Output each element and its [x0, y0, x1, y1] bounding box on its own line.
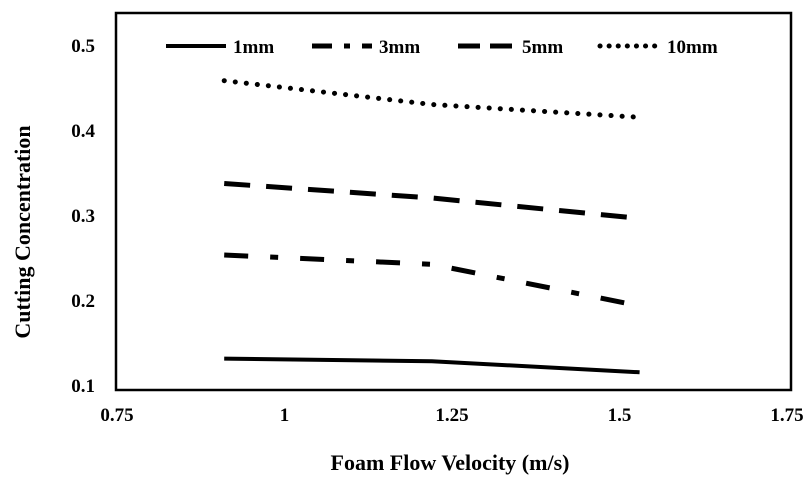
plot-frame: [114, 11, 793, 392]
legend-label-10mm: 10mm: [667, 37, 718, 58]
x-tick-label: 1.25: [435, 405, 468, 426]
y-tick-label: 0.4: [71, 121, 95, 142]
y-tick-label: 0.5: [71, 36, 95, 57]
y-axis-label: Cutting Concentration: [10, 125, 35, 338]
x-axis-label: Foam Flow Velocity (m/s): [331, 450, 570, 475]
y-tick-label: 0.1: [71, 376, 95, 397]
legend: 1mm 3mm 5mm 10mm: [166, 37, 718, 58]
x-tick-label: 0.75: [100, 405, 133, 426]
y-tick-labels: 0.1 0.2 0.3 0.4 0.5: [71, 36, 95, 397]
y-tick-label: 0.3: [71, 206, 95, 227]
y-tick-label: 0.2: [71, 291, 95, 312]
legend-label-1mm: 1mm: [233, 37, 274, 58]
x-tick-label: 1.75: [770, 405, 803, 426]
series-line-10mm: [221, 78, 643, 120]
x-tick-label: 1.5: [608, 405, 632, 426]
x-tick-label: 1: [280, 405, 290, 426]
series-line-5mm: [224, 181, 640, 221]
x-tick-labels: 0.75 1 1.25 1.5 1.75: [100, 405, 803, 426]
legend-label-5mm: 5mm: [522, 37, 563, 58]
series-line-1mm: [224, 356, 640, 375]
legend-label-3mm: 3mm: [379, 37, 420, 58]
series-line-3mm: [224, 252, 641, 309]
series-layer: [221, 78, 643, 375]
